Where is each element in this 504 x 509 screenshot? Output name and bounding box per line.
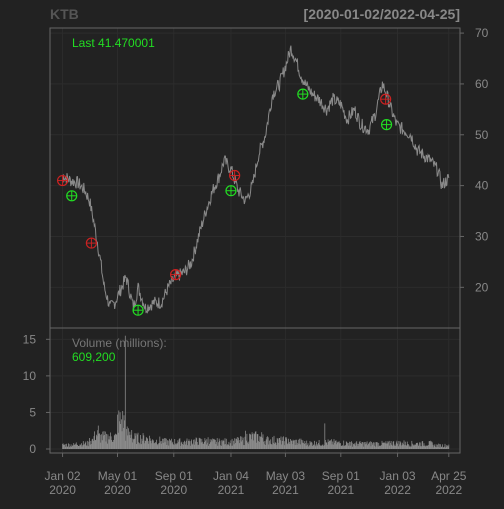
x-tick-year-label: 2022: [435, 483, 462, 497]
x-tick-label: May 01: [98, 469, 138, 483]
buy-signal-marker: [132, 304, 144, 316]
price-tick-label: 30: [475, 229, 489, 243]
price-line: [62, 45, 450, 314]
price-tick-label: 60: [475, 77, 489, 91]
buy-signal-marker: [297, 88, 309, 100]
x-tick-year-label: 2020: [104, 483, 131, 497]
sell-signal-marker: [380, 93, 392, 105]
date-range-label: [2020-01-02/2022-04-25]: [304, 6, 460, 22]
x-tick-label: Apr 25: [431, 469, 467, 483]
x-tick-year-label: 2021: [218, 483, 245, 497]
sell-signal-marker: [170, 269, 182, 281]
buy-signal-marker: [225, 185, 237, 197]
volume-axis: 0 5 10 15: [23, 332, 50, 456]
price-axis: 20 30 40 50 60 70: [460, 26, 489, 294]
x-tick-year-label: 2021: [272, 483, 299, 497]
volume-tick-label: 10: [23, 369, 37, 383]
volume-tick-label: 5: [29, 405, 36, 419]
price-tick-label: 40: [475, 179, 489, 193]
price-tick-label: 50: [475, 128, 489, 142]
last-price-label: Last 41.470001: [72, 36, 155, 50]
chart-title: KTB: [50, 6, 79, 22]
x-tick-year-label: 2020: [49, 483, 76, 497]
x-tick-label: Jan 03: [380, 469, 416, 483]
volume-tick-label: 15: [23, 332, 37, 346]
sell-signal-marker: [56, 174, 69, 187]
volume-title-label: Volume (millions):: [72, 336, 167, 350]
signal-markers: [56, 88, 393, 316]
x-tick-label: Jan 02: [45, 469, 81, 483]
volume-panel-frame: [49, 327, 461, 454]
x-tick-year-label: 2021: [327, 483, 354, 497]
price-tick-label: 70: [475, 26, 489, 40]
volume-value-label: 609,200: [72, 350, 116, 364]
x-tick-year-label: 2020: [160, 483, 187, 497]
x-tick-label: Jan 04: [213, 469, 249, 483]
volume-bars: [62, 335, 450, 449]
buy-signal-marker: [380, 119, 393, 131]
sell-signal-marker: [229, 169, 241, 182]
x-tick-label: May 03: [266, 469, 306, 483]
buy-signal-marker: [66, 190, 78, 202]
grid-layer: [50, 28, 460, 453]
x-tick-label: Sep 01: [155, 469, 193, 483]
x-tick-year-label: 2022: [384, 483, 411, 497]
volume-tick-label: 0: [29, 442, 36, 456]
price-tick-label: 20: [475, 280, 489, 294]
sell-signal-marker: [85, 237, 98, 249]
x-tick-label: Sep 01: [322, 469, 360, 483]
